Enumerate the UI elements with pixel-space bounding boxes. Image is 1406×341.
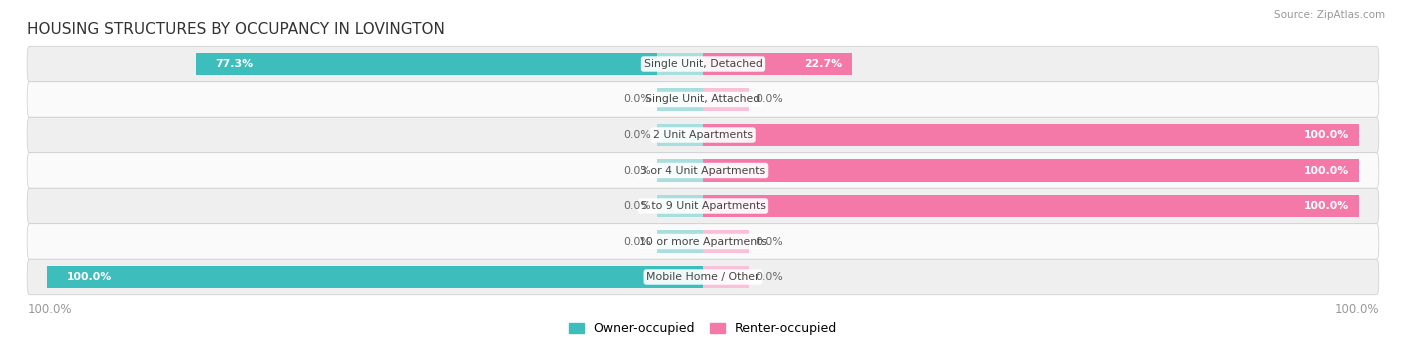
Text: 0.0%: 0.0% — [755, 94, 783, 104]
Text: 100.0%: 100.0% — [27, 302, 72, 315]
Bar — [657, 195, 703, 217]
Text: Single Unit, Attached: Single Unit, Attached — [645, 94, 761, 104]
Bar — [657, 124, 703, 146]
FancyBboxPatch shape — [27, 82, 1379, 117]
Text: 3 or 4 Unit Apartments: 3 or 4 Unit Apartments — [641, 165, 765, 176]
Bar — [703, 231, 749, 252]
Bar — [703, 53, 852, 75]
Bar — [703, 266, 749, 288]
Bar — [703, 195, 1360, 217]
Text: 22.7%: 22.7% — [804, 59, 842, 69]
Bar — [703, 266, 749, 288]
Bar — [657, 195, 703, 217]
Text: 100.0%: 100.0% — [1334, 302, 1379, 315]
Bar — [657, 160, 703, 181]
FancyBboxPatch shape — [27, 224, 1379, 259]
Text: 5 to 9 Unit Apartments: 5 to 9 Unit Apartments — [641, 201, 765, 211]
Bar — [703, 89, 749, 110]
Text: 0.0%: 0.0% — [755, 272, 783, 282]
FancyBboxPatch shape — [27, 117, 1379, 153]
Legend: Owner-occupied, Renter-occupied: Owner-occupied, Renter-occupied — [564, 317, 842, 340]
Bar — [657, 89, 703, 110]
FancyBboxPatch shape — [27, 259, 1379, 295]
Bar — [195, 53, 703, 75]
Text: 100.0%: 100.0% — [66, 272, 112, 282]
Text: 0.0%: 0.0% — [623, 237, 651, 247]
Text: HOUSING STRUCTURES BY OCCUPANCY IN LOVINGTON: HOUSING STRUCTURES BY OCCUPANCY IN LOVIN… — [27, 23, 446, 38]
Bar — [703, 160, 1360, 181]
Text: Single Unit, Detached: Single Unit, Detached — [644, 59, 762, 69]
Bar — [657, 124, 703, 146]
Bar — [657, 53, 703, 75]
Text: Source: ZipAtlas.com: Source: ZipAtlas.com — [1274, 10, 1385, 20]
Text: 100.0%: 100.0% — [1303, 201, 1350, 211]
Text: 0.0%: 0.0% — [623, 201, 651, 211]
Bar — [657, 231, 703, 252]
Text: 0.0%: 0.0% — [623, 94, 651, 104]
Text: Mobile Home / Other: Mobile Home / Other — [647, 272, 759, 282]
Bar — [703, 53, 749, 75]
Text: 0.0%: 0.0% — [623, 130, 651, 140]
Bar — [703, 124, 1360, 146]
Text: 10 or more Apartments: 10 or more Apartments — [638, 237, 768, 247]
Text: 100.0%: 100.0% — [1303, 165, 1350, 176]
Text: 2 Unit Apartments: 2 Unit Apartments — [652, 130, 754, 140]
Text: 77.3%: 77.3% — [215, 59, 253, 69]
Bar — [46, 266, 703, 288]
Bar — [657, 160, 703, 181]
FancyBboxPatch shape — [27, 188, 1379, 224]
FancyBboxPatch shape — [27, 153, 1379, 188]
Text: 100.0%: 100.0% — [1303, 130, 1350, 140]
Text: 0.0%: 0.0% — [755, 237, 783, 247]
Text: 0.0%: 0.0% — [623, 165, 651, 176]
FancyBboxPatch shape — [27, 46, 1379, 82]
